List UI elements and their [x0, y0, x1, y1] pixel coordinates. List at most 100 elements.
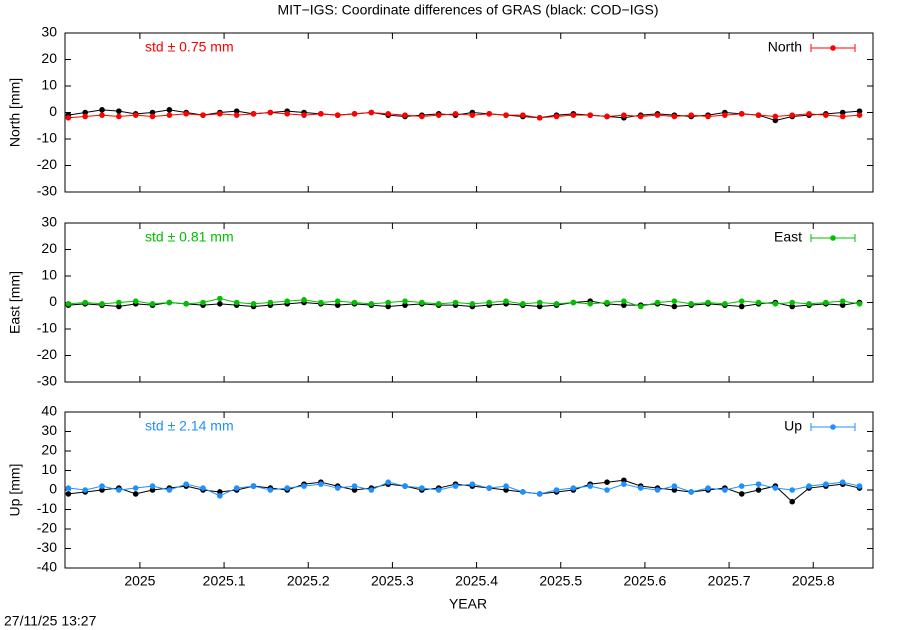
y-tick-label: 30	[41, 214, 57, 230]
data-point	[82, 109, 88, 116]
data-point	[351, 299, 358, 306]
data-point	[334, 112, 341, 118]
data-point	[82, 113, 88, 120]
y-tick-label: 10	[41, 461, 57, 477]
data-point	[318, 481, 324, 487]
data-point	[334, 302, 341, 308]
data-point	[149, 301, 156, 307]
data-point	[183, 111, 189, 117]
data-point	[419, 113, 425, 120]
data-point	[65, 485, 72, 491]
legend-marker	[830, 45, 836, 51]
data-point	[301, 483, 307, 489]
data-point	[621, 302, 627, 308]
data-point	[705, 485, 711, 491]
data-point	[738, 111, 745, 117]
data-point	[755, 487, 762, 493]
data-point	[200, 485, 206, 491]
data-point	[587, 483, 593, 489]
x-tick-label: 2025.1	[203, 573, 246, 589]
legend-label: Up	[784, 418, 802, 434]
data-point	[233, 299, 240, 306]
data-point	[637, 303, 644, 310]
chart-title: MIT−IGS: Coordinate differences of GRAS …	[278, 2, 659, 18]
data-point	[65, 491, 72, 497]
y-tick-label: -30	[37, 183, 57, 199]
data-point	[823, 112, 829, 118]
data-point	[671, 487, 678, 493]
data-point	[250, 301, 257, 307]
data-point	[469, 112, 476, 118]
y-axis-label: Up [mm]	[7, 464, 23, 517]
data-point	[688, 112, 694, 118]
data-point	[637, 485, 644, 491]
y-tick-label: 20	[41, 240, 57, 256]
data-point	[166, 107, 173, 113]
data-point	[604, 299, 610, 306]
plot-frame	[64, 411, 874, 569]
data-point	[233, 108, 240, 114]
data-point	[789, 112, 795, 118]
data-point	[385, 299, 392, 306]
data-point	[503, 298, 509, 304]
x-tick-label: 2025.4	[455, 573, 498, 589]
data-point	[722, 301, 728, 307]
data-point	[654, 487, 661, 493]
data-point	[738, 483, 745, 489]
data-point	[823, 299, 829, 306]
data-point	[250, 483, 257, 489]
data-point	[334, 485, 341, 491]
timestamp: 27/11/25 13:27	[4, 613, 97, 629]
x-tick-label: 2025.3	[371, 573, 414, 589]
data-point	[520, 489, 526, 495]
x-tick-label: 2025.7	[708, 573, 751, 589]
data-point	[99, 483, 105, 489]
y-tick-label: -10	[37, 500, 57, 516]
data-point	[419, 299, 425, 306]
data-point	[99, 107, 105, 113]
series-line	[68, 298, 860, 307]
data-point	[621, 477, 627, 484]
data-point	[82, 299, 88, 306]
y-tick-label: 20	[41, 50, 57, 66]
data-point	[116, 299, 122, 306]
legend-label: East	[774, 229, 802, 245]
data-point	[553, 487, 560, 493]
data-point	[116, 113, 122, 120]
y-tick-label: 10	[41, 267, 57, 283]
data-point	[116, 303, 122, 310]
data-point	[570, 485, 577, 491]
data-point	[200, 112, 206, 118]
data-point	[368, 109, 375, 116]
data-point	[671, 113, 678, 120]
data-point	[250, 111, 257, 117]
data-point	[267, 487, 274, 493]
data-point	[671, 298, 678, 304]
data-point	[65, 115, 72, 121]
data-point	[183, 301, 189, 307]
data-point	[604, 113, 610, 120]
data-point	[654, 112, 661, 118]
data-point	[839, 479, 846, 486]
data-point	[233, 485, 240, 491]
y-tick-label: -10	[37, 320, 57, 336]
data-point	[536, 299, 543, 306]
data-point	[217, 111, 223, 117]
data-point	[671, 303, 678, 310]
y-tick-label: 20	[41, 442, 57, 458]
data-point	[368, 487, 375, 493]
data-point	[435, 112, 442, 118]
data-point	[654, 299, 661, 306]
data-point	[755, 299, 762, 306]
data-point	[503, 483, 509, 489]
data-point	[755, 112, 762, 118]
data-point	[570, 299, 577, 306]
data-point	[217, 489, 223, 495]
data-point	[452, 299, 459, 306]
data-point	[402, 302, 408, 308]
data-point	[301, 112, 307, 118]
y-tick-label: 0	[49, 293, 57, 309]
data-point	[637, 113, 644, 120]
data-point	[705, 113, 711, 120]
data-point	[536, 115, 543, 121]
